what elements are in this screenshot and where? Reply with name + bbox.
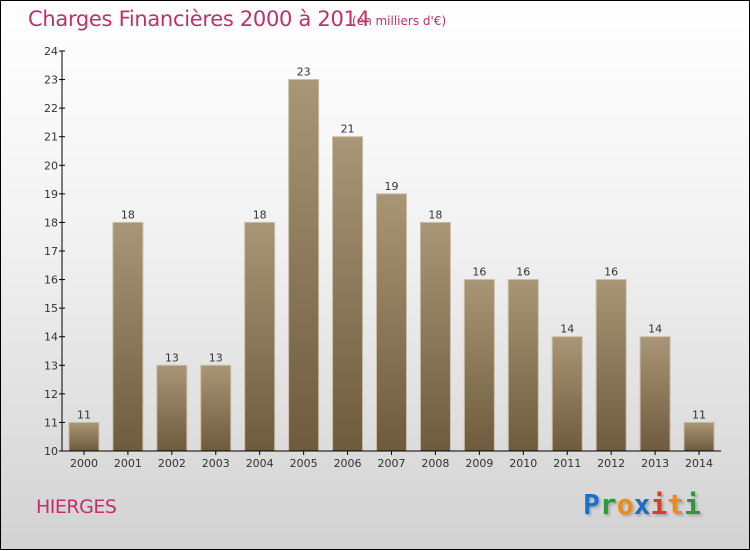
x-tick-label-2007: 2007: [378, 457, 406, 470]
data-label-2009: 16: [472, 266, 486, 279]
proxiti-logo: Proxiti: [583, 488, 702, 521]
data-label-2000: 11: [77, 408, 91, 421]
x-tick-label-2002: 2002: [158, 457, 186, 470]
bar-2009: [463, 279, 495, 452]
y-tick-label: 23: [44, 74, 58, 87]
data-label-2005: 23: [297, 66, 311, 79]
chart-subtitle: (en milliers d'€): [352, 14, 447, 28]
y-tick-label: 15: [44, 302, 58, 315]
commune-name: HIERGES: [36, 496, 117, 518]
bar-2004: [244, 221, 276, 452]
y-tick-label: 22: [44, 102, 58, 115]
y-tick-label: 12: [44, 388, 58, 401]
data-label-2007: 19: [385, 180, 399, 193]
data-label-2012: 16: [604, 266, 618, 279]
data-label-2014: 11: [692, 408, 706, 421]
x-tick-label-2001: 2001: [114, 457, 142, 470]
x-tick-label-2013: 2013: [641, 457, 669, 470]
y-tick-label: 17: [44, 245, 58, 258]
y-tick-label: 21: [44, 131, 58, 144]
data-label-2011: 14: [560, 323, 574, 336]
bar-2014: [683, 421, 715, 452]
bar-2001: [112, 221, 144, 452]
bar-2002: [156, 364, 188, 452]
x-tick-label-2014: 2014: [685, 457, 713, 470]
x-tick-label-2000: 2000: [70, 457, 98, 470]
chart-title: Charges Financières 2000 à 2014: [28, 7, 370, 31]
y-tick-label: 14: [44, 331, 58, 344]
y-tick-label: 18: [44, 216, 58, 229]
x-tick-label-2012: 2012: [597, 457, 625, 470]
data-label-2010: 16: [516, 266, 530, 279]
bar-2013: [639, 336, 671, 452]
x-tick-label-2009: 2009: [465, 457, 493, 470]
y-tick-label: 20: [44, 159, 58, 172]
y-tick-label: 13: [44, 359, 58, 372]
bar-2000: [68, 421, 100, 452]
bar-2010: [507, 279, 539, 452]
data-label-2008: 18: [428, 208, 442, 221]
x-tick-label-2008: 2008: [421, 457, 449, 470]
data-label-2003: 13: [209, 351, 223, 364]
x-tick-label-2005: 2005: [290, 457, 318, 470]
bar-2005: [288, 79, 320, 452]
bar-2008: [419, 221, 451, 452]
bar-2007: [376, 193, 407, 452]
data-label-2004: 18: [253, 208, 267, 221]
bar-2011: [551, 336, 583, 452]
y-tick-label: 10: [44, 445, 58, 458]
data-label-2002: 13: [165, 351, 179, 364]
x-tick-label-2004: 2004: [246, 457, 274, 470]
bar-2003: [200, 364, 232, 452]
x-tick-label-2010: 2010: [509, 457, 537, 470]
data-label-2006: 21: [341, 123, 355, 136]
y-tick-label: 19: [44, 188, 58, 201]
data-label-2013: 14: [648, 323, 662, 336]
x-tick-label-2011: 2011: [553, 457, 581, 470]
y-tick-label: 16: [44, 274, 58, 287]
data-label-2001: 18: [121, 208, 135, 221]
x-tick-label-2003: 2003: [202, 457, 230, 470]
bar-2012: [595, 279, 627, 452]
y-tick-label: 11: [44, 416, 58, 429]
x-tick-label-2006: 2006: [334, 457, 362, 470]
y-tick-label: 24: [44, 45, 58, 58]
bar-2006: [332, 136, 364, 452]
